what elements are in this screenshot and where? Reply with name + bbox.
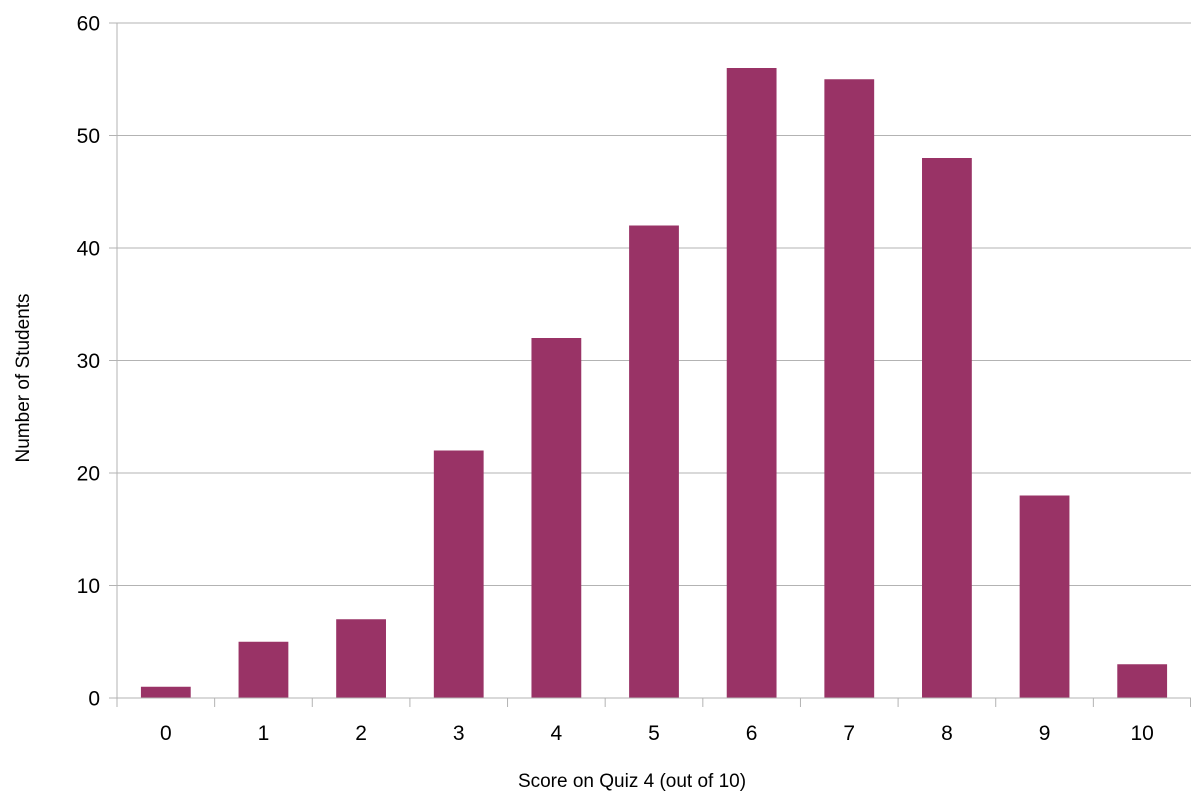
y-tick-label: 30	[77, 350, 100, 373]
x-tick-label: 5	[648, 722, 660, 745]
x-tick-labels: 0 1 2 3 4 5 6 7 8 9 10	[160, 722, 1154, 745]
x-tick-label: 9	[1039, 722, 1051, 745]
bar	[629, 225, 679, 698]
bar	[531, 338, 582, 698]
bar	[336, 619, 386, 698]
x-tick-label: 2	[355, 722, 367, 745]
bar	[1019, 495, 1070, 698]
y-tick-label: 60	[77, 13, 100, 36]
axes	[109, 22, 1191, 707]
x-tick-label: 1	[258, 722, 270, 745]
x-tick-label: 4	[551, 722, 563, 745]
bar	[922, 158, 972, 698]
y-tick-label: 0	[88, 688, 100, 711]
x-tick-label: 3	[453, 722, 465, 745]
x-tick-label: 7	[843, 722, 855, 745]
bar	[1117, 664, 1168, 698]
y-axis-title: Number of Students	[13, 294, 34, 463]
y-tick-label: 10	[77, 575, 100, 598]
y-tick-label: 50	[77, 125, 100, 148]
bar	[140, 686, 191, 698]
y-tick-label: 40	[77, 238, 100, 261]
x-tick-label: 0	[160, 722, 172, 745]
x-tick-label: 10	[1131, 722, 1154, 745]
bar	[726, 68, 777, 698]
bars	[140, 68, 1168, 698]
bar	[824, 79, 875, 698]
y-tick-label: 20	[77, 463, 100, 486]
bar	[238, 641, 289, 698]
bar	[433, 450, 484, 698]
x-tick-label: 6	[746, 722, 758, 745]
y-tick-labels: 0 10 20 30 40 50 60	[77, 13, 100, 711]
x-tick-label: 8	[941, 722, 953, 745]
x-axis-title: Score on Quiz 4 (out of 10)	[518, 771, 746, 792]
